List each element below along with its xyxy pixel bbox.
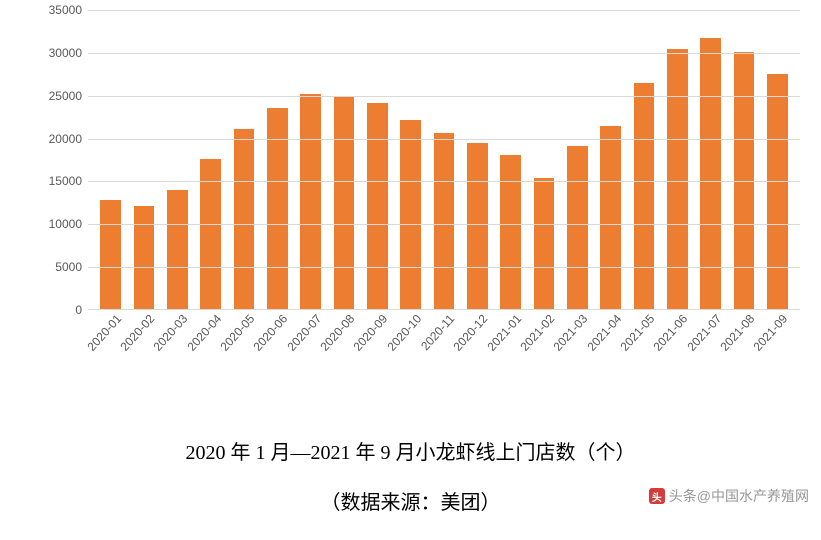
bar (367, 103, 388, 309)
gridline (88, 139, 800, 140)
bar-slot: 2020-02 (127, 10, 160, 309)
x-tick-label: 2021-06 (651, 312, 691, 354)
x-tick-label: 2020-09 (351, 312, 391, 354)
x-tick-label: 2021-02 (517, 312, 557, 354)
x-tick-label: 2021-07 (684, 312, 724, 354)
watermark-text: 头条@中国水产养殖网 (669, 486, 809, 506)
bars-container: 2020-012020-022020-032020-042020-052020-… (88, 10, 800, 309)
watermark-logo-icon: 头 (649, 488, 665, 504)
gridline (88, 181, 800, 182)
bar-slot: 2021-07 (694, 10, 727, 309)
x-tick-label: 2021-08 (717, 312, 757, 354)
x-tick-label: 2021-01 (484, 312, 524, 354)
bar-slot: 2020-03 (161, 10, 194, 309)
x-tick-label: 2020-10 (384, 312, 424, 354)
y-tick-label: 10000 (32, 217, 82, 231)
gridline (88, 10, 800, 11)
bar (667, 49, 688, 309)
x-tick-label: 2020-08 (317, 312, 357, 354)
x-tick-label: 2021-05 (617, 312, 657, 354)
y-tick-label: 5000 (32, 260, 82, 274)
bar (300, 94, 321, 309)
x-tick-label: 2020-03 (151, 312, 191, 354)
bar-slot: 2020-08 (327, 10, 360, 309)
x-tick-label: 2020-01 (84, 312, 124, 354)
bar-slot: 2020-07 (294, 10, 327, 309)
bar-slot: 2021-09 (761, 10, 794, 309)
x-tick-label: 2020-05 (217, 312, 257, 354)
bar-slot: 2021-08 (727, 10, 760, 309)
bar-slot: 2020-12 (461, 10, 494, 309)
bar (534, 178, 555, 309)
x-tick-label: 2020-11 (418, 312, 457, 353)
y-tick-label: 25000 (32, 89, 82, 103)
bar (767, 74, 788, 309)
bar (100, 200, 121, 309)
chart-caption: 2020 年 1 月—2021 年 9 月小龙虾线上门店数（个） (0, 436, 821, 465)
x-tick-label: 2021-04 (584, 312, 624, 354)
bar (134, 206, 155, 309)
bar-slot: 2021-01 (494, 10, 527, 309)
bar-slot: 2021-04 (594, 10, 627, 309)
bar (400, 120, 421, 309)
x-tick-label: 2020-07 (284, 312, 324, 354)
x-tick-label: 2020-06 (251, 312, 291, 354)
bar (567, 146, 588, 309)
plot-area: 2020-012020-022020-032020-042020-052020-… (88, 10, 800, 310)
x-tick-label: 2020-02 (117, 312, 157, 354)
bar-slot: 2020-11 (427, 10, 460, 309)
bar (600, 126, 621, 309)
bar-slot: 2021-06 (661, 10, 694, 309)
bar (634, 83, 655, 309)
bar-slot: 2021-05 (627, 10, 660, 309)
x-tick-label: 2020-04 (184, 312, 224, 354)
bar-slot: 2020-09 (361, 10, 394, 309)
gridline (88, 96, 800, 97)
bar-slot: 2021-03 (561, 10, 594, 309)
bar (500, 155, 521, 309)
bar (467, 143, 488, 309)
bar (700, 38, 721, 309)
bar (167, 190, 188, 309)
gridline (88, 224, 800, 225)
x-tick-label: 2021-03 (551, 312, 591, 354)
gridline (88, 267, 800, 268)
y-tick-label: 30000 (32, 46, 82, 60)
y-tick-label: 15000 (32, 174, 82, 188)
x-tick-label: 2020-12 (451, 312, 491, 354)
bar-slot: 2020-06 (261, 10, 294, 309)
bar-slot: 2020-05 (227, 10, 260, 309)
bar-slot: 2021-02 (527, 10, 560, 309)
bar (434, 133, 455, 309)
x-tick-label: 2021-09 (751, 312, 791, 354)
bar-slot: 2020-01 (94, 10, 127, 309)
gridline (88, 53, 800, 54)
bar (334, 96, 355, 309)
bar-slot: 2020-04 (194, 10, 227, 309)
watermark: 头 头条@中国水产养殖网 (649, 486, 809, 506)
bar-chart: 2020-012020-022020-032020-042020-052020-… (30, 10, 800, 390)
y-tick-label: 20000 (32, 132, 82, 146)
bar (234, 129, 255, 309)
y-tick-label: 0 (32, 303, 82, 317)
bar-slot: 2020-10 (394, 10, 427, 309)
y-tick-label: 35000 (32, 3, 82, 17)
bar (734, 52, 755, 309)
